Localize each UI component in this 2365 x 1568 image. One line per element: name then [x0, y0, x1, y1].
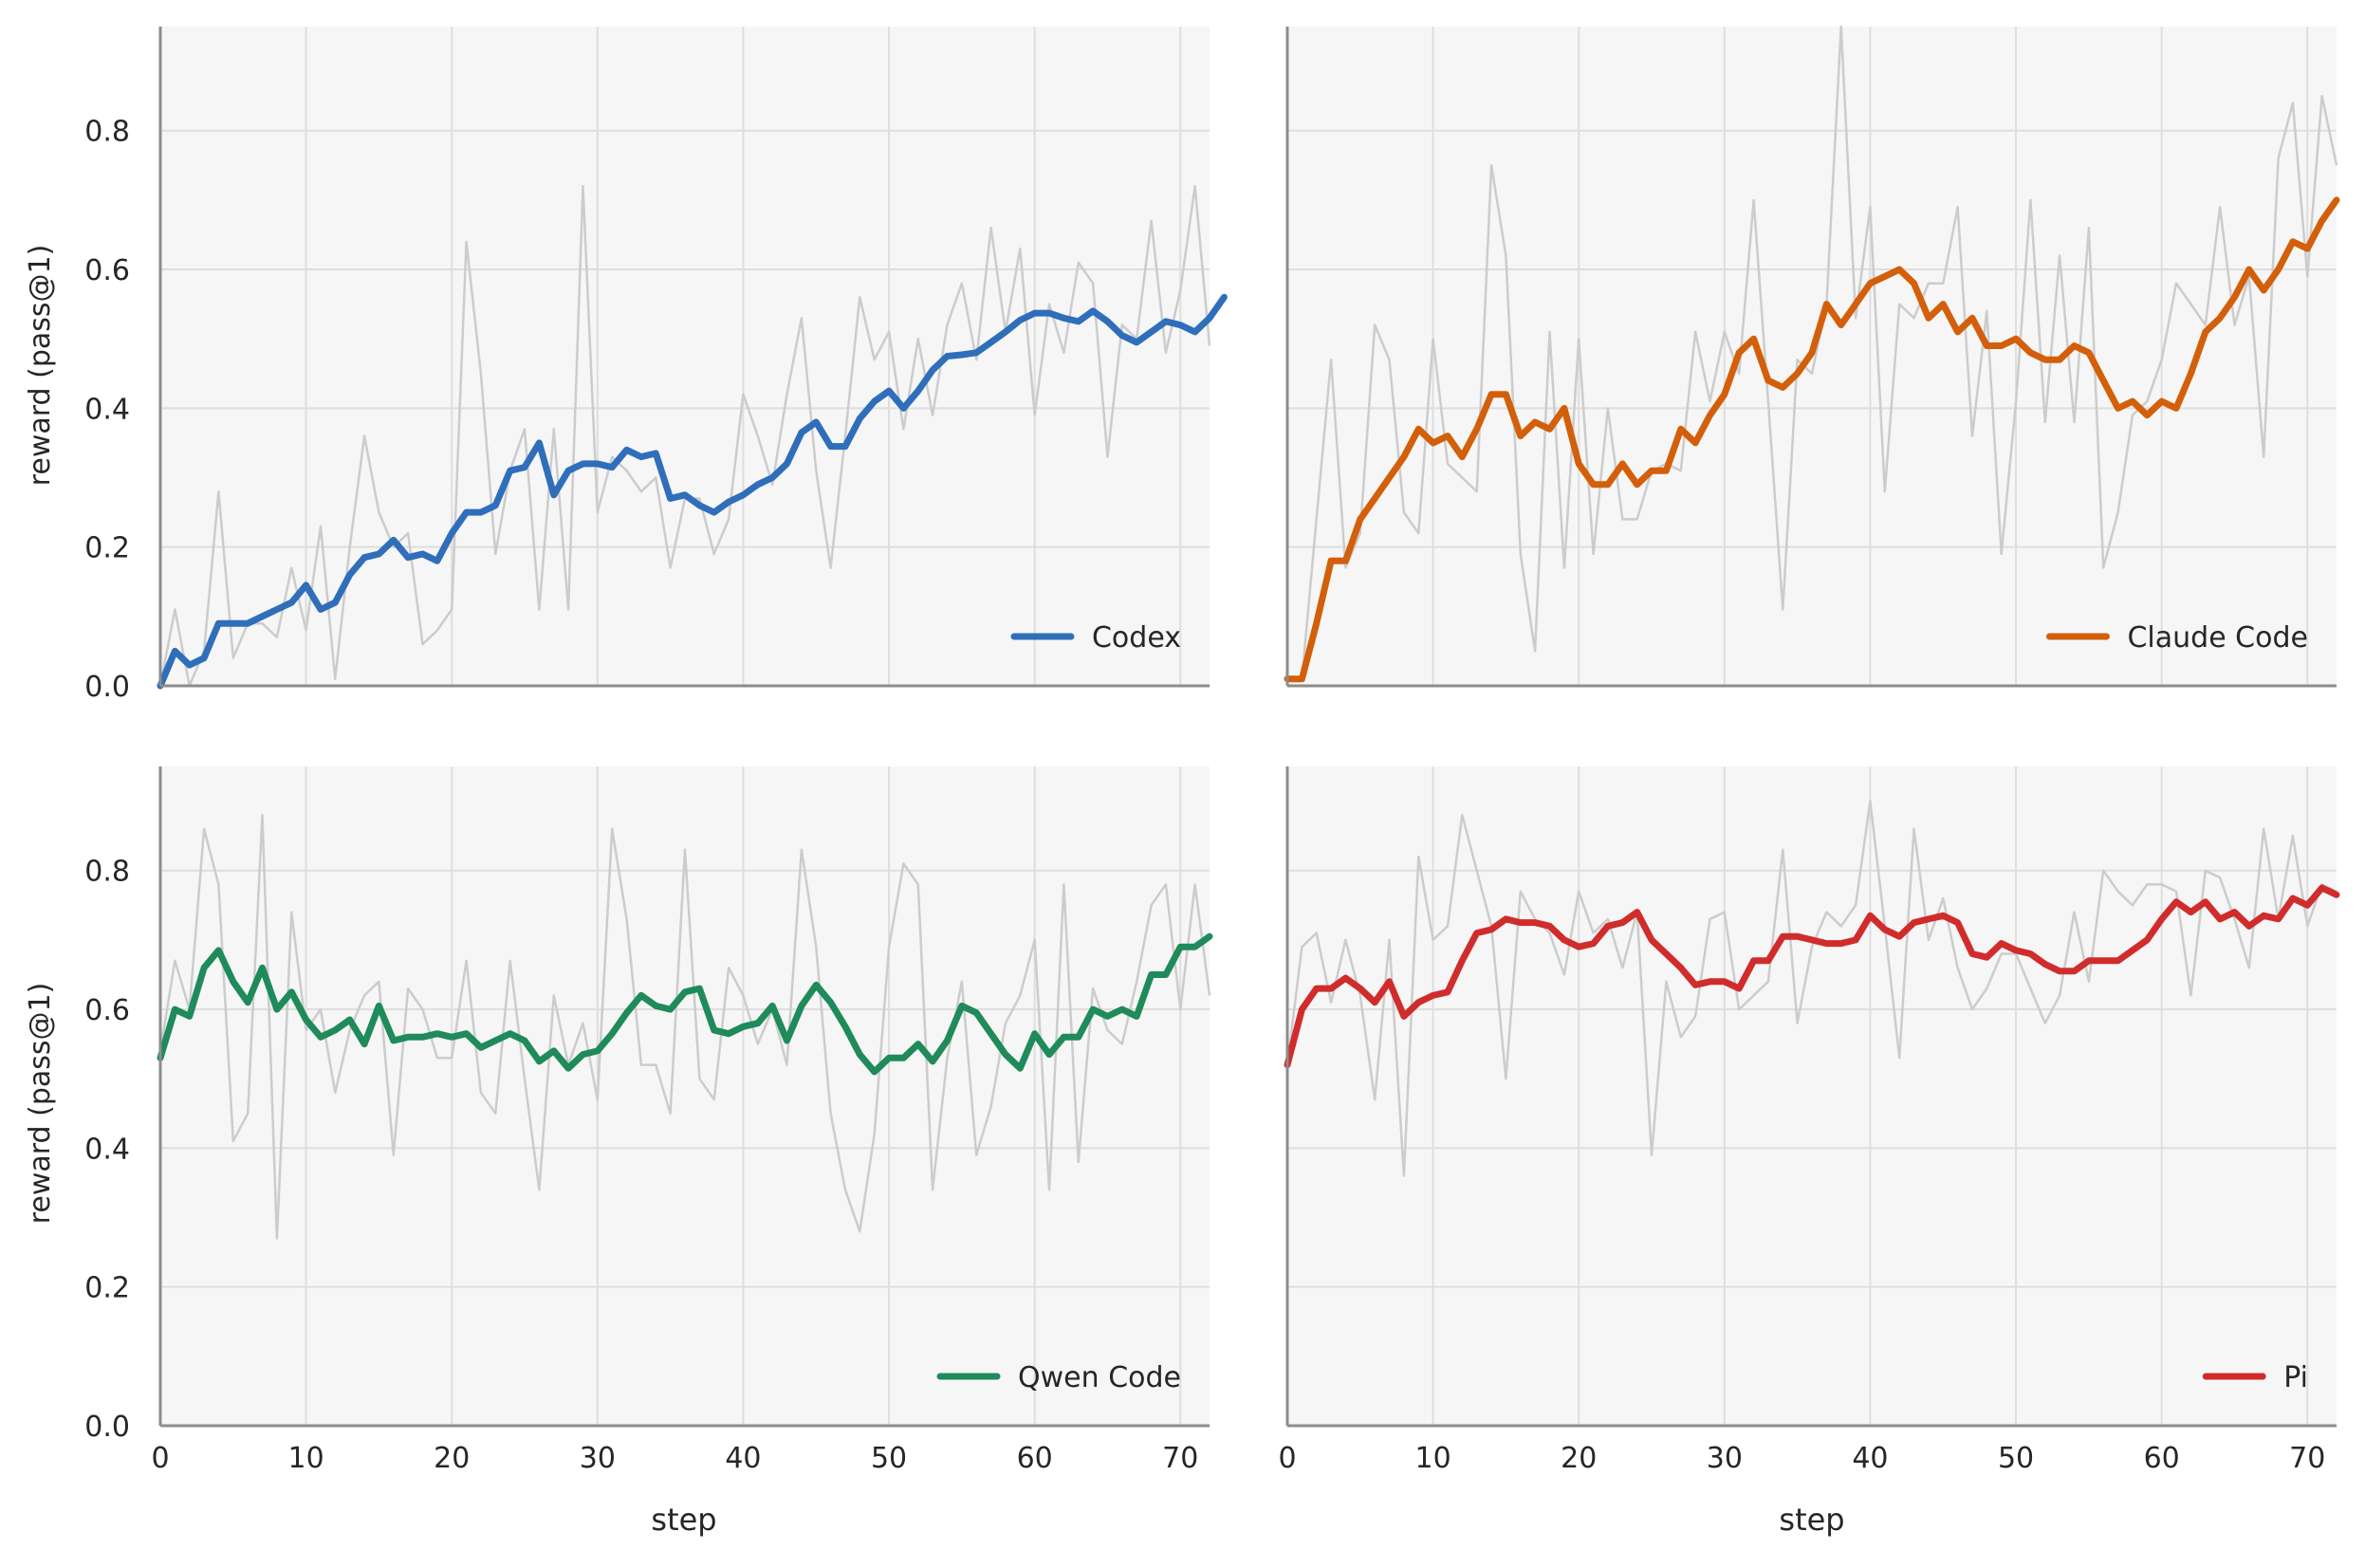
- qwen-code-x-tick-label: 70: [1162, 1442, 1198, 1475]
- codex-y-tick-label: 0.0: [84, 671, 130, 704]
- claude-code-legend-label: Claude Code: [2127, 621, 2308, 655]
- pi-x-tick-label: 20: [1561, 1442, 1597, 1475]
- pi-x-tick-label: 60: [2144, 1442, 2180, 1475]
- qwen-code-panel: 0.0 0.2 0.4 0.6 0.8 0 10 20 30 40 50 60 70 Qwen Code: [84, 766, 1213, 1475]
- qwen-code-y-tick-label: 0.4: [84, 1133, 130, 1166]
- codex-y-tick-label: 0.4: [84, 393, 130, 426]
- qwen-code-x-tick-label: 50: [871, 1442, 907, 1475]
- qwen-code-x-tick-label: 60: [1017, 1442, 1053, 1475]
- qwen-code-smoothed-line: [157, 932, 1213, 1076]
- qwen-code-y-tick-label: 0.8: [84, 856, 130, 889]
- pi-panel: 0 10 20 30 40 50 60 70 Pi: [1278, 766, 2340, 1475]
- y-axis-label-bottom: reward (pass@1): [24, 983, 57, 1225]
- qwen-code-x-tick-label: 40: [725, 1442, 761, 1475]
- codex-plot-area: [160, 27, 1210, 686]
- pi-x-tick-label: 10: [1415, 1442, 1451, 1475]
- pi-x-tick-label: 70: [2289, 1442, 2325, 1475]
- qwen-code-y-tick-label: 0.0: [84, 1411, 130, 1444]
- qwen-code-y-tick-label: 0.6: [84, 994, 130, 1027]
- x-axis-label-right: step: [1779, 1502, 1844, 1538]
- pi-raw-line: [1285, 800, 2337, 1177]
- pi-x-tick-label: 0: [1278, 1442, 1296, 1475]
- y-axis-label-top: reward (pass@1): [24, 245, 57, 487]
- qwen-code-x-tick-label: 0: [151, 1442, 169, 1475]
- x-axis-label-left: step: [651, 1502, 716, 1538]
- pi-x-tick-label: 30: [1707, 1442, 1743, 1475]
- claude-code-smoothed-line: [1284, 196, 2340, 683]
- pi-x-tick-label: 40: [1852, 1442, 1888, 1475]
- qwen-code-x-tick-label: 20: [434, 1442, 470, 1475]
- pi-x-tick-label: 50: [1998, 1442, 2034, 1475]
- codex-panel: 0.0 0.2 0.4 0.6 0.8 Codex: [84, 27, 1228, 704]
- codex-legend-label: Codex: [1092, 621, 1181, 655]
- codex-smoothed-line: [157, 293, 1228, 690]
- codex-y-tick-label: 0.8: [84, 116, 130, 149]
- codex-y-tick-label: 0.6: [84, 254, 130, 287]
- pi-smoothed-line: [1284, 884, 2340, 1069]
- qwen-code-legend-label: Qwen Code: [1018, 1361, 1181, 1394]
- codex-y-tick-label: 0.2: [84, 532, 130, 565]
- pi-plot-area: [1287, 766, 2337, 1426]
- pi-legend-label: Pi: [2283, 1361, 2308, 1394]
- qwen-code-y-tick-label: 0.2: [84, 1272, 130, 1305]
- qwen-code-raw-line: [158, 813, 1211, 1240]
- claude-code-panel: Claude Code: [1284, 25, 2340, 688]
- qwen-code-x-tick-label: 30: [580, 1442, 616, 1475]
- qwen-code-x-tick-label: 10: [288, 1442, 324, 1475]
- claude-code-raw-line: [1287, 25, 2338, 680]
